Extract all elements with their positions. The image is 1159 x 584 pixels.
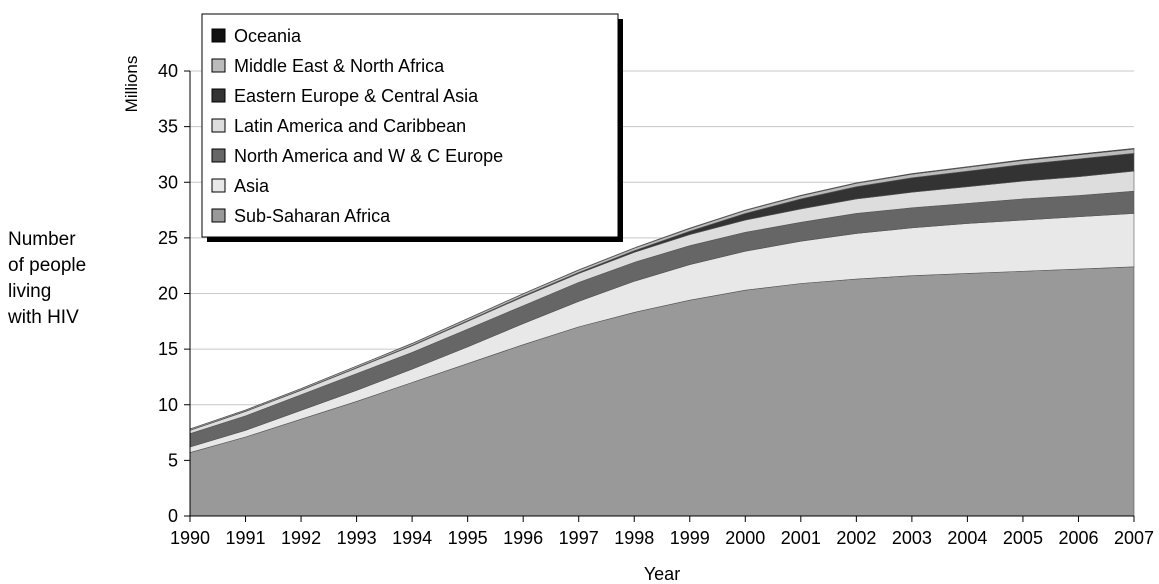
- series-areas: [189, 147, 1135, 517]
- y-axis-label: Millions: [122, 56, 141, 113]
- area-series-6: [189, 147, 1135, 430]
- legend-swatch: [211, 148, 226, 163]
- y-tick-labels: 0 5 10 15 20 25 30 35 40: [158, 61, 178, 526]
- x-tick-label: 1999: [670, 528, 710, 548]
- x-tick-label: 2007: [1114, 528, 1154, 548]
- x-tick-label: 1998: [614, 528, 654, 548]
- x-tick-label: 1995: [448, 528, 488, 548]
- legend-swatch: [211, 88, 226, 103]
- x-tick-label: 1997: [559, 528, 599, 548]
- legend: Oceania Middle East & North Africa Eastern…: [201, 13, 623, 242]
- x-tick-label: 2006: [1058, 528, 1098, 548]
- y-tick-label: 10: [158, 395, 178, 415]
- x-tick-label: 1994: [392, 528, 432, 548]
- legend-entry-label: Sub-Saharan Africa: [234, 206, 391, 226]
- legend-swatch: [211, 28, 226, 43]
- y-tick-label: 25: [158, 228, 178, 248]
- y-tick-label: 15: [158, 339, 178, 359]
- legend-entry-label: North America and W & C Europe: [234, 146, 503, 166]
- x-tick-label: 1996: [503, 528, 543, 548]
- y-tick-label: 20: [158, 284, 178, 304]
- y-tick-label: 40: [158, 61, 178, 81]
- side-label-line: living: [8, 281, 52, 302]
- side-label-line: of people: [8, 255, 87, 276]
- x-tick-label: 1991: [226, 528, 266, 548]
- legend-entry-label: Middle East & North Africa: [234, 56, 445, 76]
- x-tick-label: 1992: [281, 528, 321, 548]
- legend-swatch: [211, 178, 226, 193]
- legend-entry-label: Oceania: [234, 26, 302, 46]
- legend-entry-label: Eastern Europe & Central Asia: [234, 86, 479, 106]
- y-tick-label: 35: [158, 117, 178, 137]
- side-label-line: with HIV: [8, 307, 79, 328]
- side-label-line: Number: [8, 229, 76, 250]
- x-tick-label: 2001: [781, 528, 821, 548]
- y-tick-label: 5: [168, 450, 178, 470]
- x-tick-label: 1993: [337, 528, 377, 548]
- x-tick-label: 2005: [1003, 528, 1043, 548]
- x-tick-label: 2003: [892, 528, 932, 548]
- legend-swatch: [211, 58, 226, 73]
- y-tick-label: 0: [168, 506, 178, 526]
- legend-swatch: [211, 208, 226, 223]
- x-tick-label: 1990: [170, 528, 210, 548]
- legend-entry-label: Latin America and Caribbean: [234, 116, 466, 136]
- axes: [184, 70, 1135, 522]
- x-tick-label: 2000: [725, 528, 765, 548]
- legend-swatch: [211, 118, 226, 133]
- x-tick-label: 2002: [836, 528, 876, 548]
- y-tick-label: 30: [158, 172, 178, 192]
- x-axis-label: Year: [644, 564, 680, 584]
- x-tick-label: 2004: [947, 528, 987, 548]
- legend-entry-label: Asia: [234, 176, 270, 196]
- side-label: Number of people living with HIV: [8, 227, 118, 331]
- x-tick-labels: 1990 1991 1992 1993 1994 1995 1996 1997 1998 1999…: [170, 528, 1154, 548]
- legend-box: [201, 13, 619, 238]
